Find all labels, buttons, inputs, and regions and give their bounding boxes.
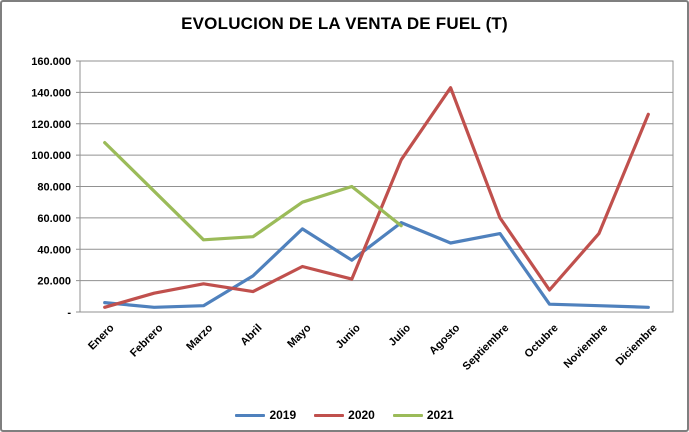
y-axis-tick-label: 60.000: [37, 213, 71, 225]
legend: 2019 2020 2021: [2, 408, 687, 422]
legend-item-2019: 2019: [235, 408, 296, 422]
series-line-2020: [103, 86, 650, 309]
series-line-2021: [103, 141, 403, 242]
y-axis-tick-label: 140.000: [31, 87, 71, 99]
legend-line-swatch-2021: [392, 413, 423, 417]
chart-title: EVOLUCION DE LA VENTA DE FUEL (T): [181, 14, 508, 33]
legend-item-2020: 2020: [314, 408, 375, 422]
legend-label: 2019: [269, 408, 297, 422]
legend-label: 2021: [426, 408, 454, 422]
legend-line-swatch-2020: [314, 413, 345, 417]
legend-label: 2020: [348, 408, 375, 422]
y-axis-tick-label: 160.000: [31, 56, 71, 68]
y-axis-tick-label: -: [67, 307, 71, 319]
y-axis-tick-label: 40.000: [37, 244, 71, 256]
y-axis-tick-label: 120.000: [31, 119, 71, 131]
plot-border: [79, 60, 674, 313]
legend-item-2021: 2021: [392, 408, 454, 422]
legend-line-swatch-2019: [235, 413, 266, 417]
series-line-2019: [103, 221, 650, 309]
y-axis-tick-label: 20.000: [37, 276, 71, 288]
y-axis-tick-label: 100.000: [31, 150, 71, 162]
y-axis-tick-label: 80.000: [37, 182, 71, 194]
